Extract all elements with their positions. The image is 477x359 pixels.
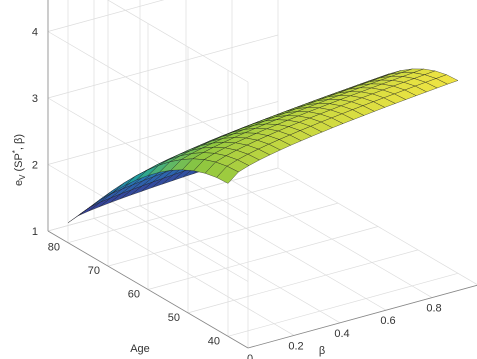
z-axis-label: eV (SP*, β) [11, 134, 27, 186]
z-tick-label: 1 [32, 226, 38, 238]
x-tick-label: 0.4 [334, 328, 349, 340]
z-tick-label: 4 [32, 27, 38, 39]
y-tick-label: 70 [88, 265, 100, 277]
z-tick-label: 2 [32, 160, 38, 172]
surface-layer [67, 68, 459, 223]
x-tick-label: 0.2 [288, 340, 303, 352]
z-label-rest: (SP [13, 153, 25, 171]
floor-grid-line [67, 179, 299, 244]
side-wall-grid-line [47, 164, 249, 282]
side-wall-grid-line [47, 31, 249, 149]
z-label-sup: * [11, 150, 20, 153]
z-label-tail: , β) [13, 134, 25, 150]
floor-grid-line [147, 226, 379, 290]
grid-layer [47, 0, 477, 349]
y-axis-label: Age [130, 343, 150, 355]
floor-grid-line [107, 202, 339, 267]
floor-grid-line [187, 249, 419, 314]
y-axis-line [47, 230, 249, 349]
z-tick-label: 3 [32, 93, 38, 105]
y-tick-label: 40 [208, 335, 220, 347]
side-wall-grid-line [107, 0, 249, 83]
surface-patch [216, 165, 239, 184]
side-wall-grid-line [47, 97, 249, 216]
x-tick-label: 0.8 [426, 303, 441, 315]
y-tick-label: 60 [128, 289, 140, 301]
y-tick-label: 80 [48, 242, 60, 254]
x-axis-label: β [319, 345, 325, 357]
z-label-main: e [13, 180, 25, 186]
x-tick-label: 0.6 [380, 315, 395, 327]
back-wall-grid-line [47, 167, 279, 232]
y-tick-label: 50 [168, 312, 180, 324]
z-label-sub: V [18, 174, 27, 180]
back-wall-grid-line [47, 0, 165, 32]
x-axis-line [247, 284, 477, 349]
back-wall-grid-line [47, 101, 279, 165]
x-tick-label: 0 [247, 353, 253, 359]
floor-grid-line [227, 272, 459, 337]
back-wall-grid-line [47, 34, 279, 99]
surface-patch [78, 201, 101, 216]
